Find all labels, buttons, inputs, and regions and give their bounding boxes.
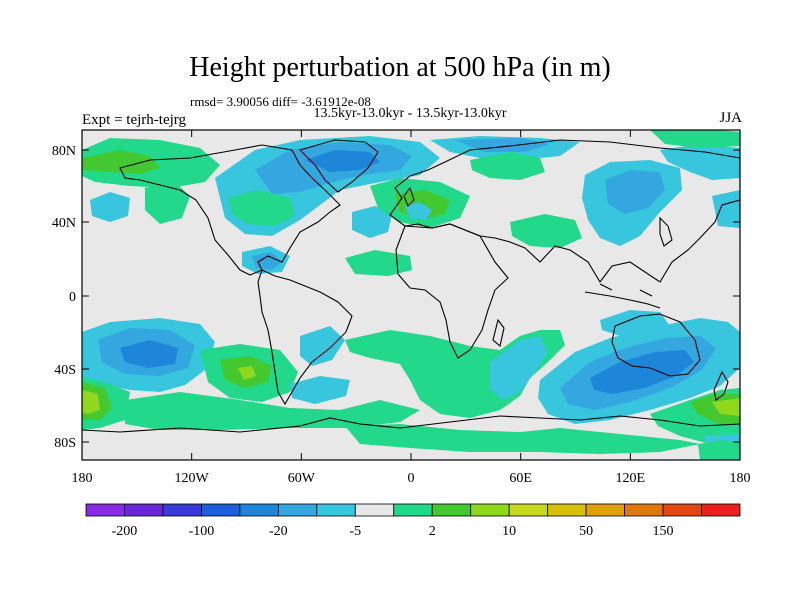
lon-label: 120W — [175, 471, 210, 486]
contour-region — [125, 392, 420, 430]
colorbar-label: -20 — [269, 524, 288, 539]
colorbar-box — [431, 503, 472, 517]
lat-label: 80S — [54, 436, 76, 451]
colorbar-label: -5 — [349, 524, 361, 539]
contour-region — [470, 152, 545, 180]
colorbar-box — [393, 503, 433, 517]
contour-region — [490, 336, 548, 400]
colorbar-box — [201, 503, 241, 517]
contour-region — [660, 144, 740, 180]
coastline-australia — [611, 313, 701, 377]
lon-label: 60W — [288, 471, 316, 486]
coastline-antarctica — [82, 415, 740, 433]
lon-label: 180 — [72, 471, 93, 486]
colorbar-box — [354, 503, 395, 517]
colorbar-box — [585, 503, 625, 517]
lon-label: 120E — [616, 471, 646, 486]
lon-label: 0 — [408, 471, 415, 486]
season-label: JJA — [719, 110, 742, 126]
contour-region — [345, 424, 700, 454]
contour-region — [305, 150, 380, 172]
plot-title: Height perturbation at 500 hPa (in m) — [189, 52, 611, 83]
lat-label: 0 — [69, 290, 76, 305]
contour-region — [352, 206, 392, 238]
contour-region — [300, 326, 345, 366]
colorbar-box — [470, 503, 510, 517]
colorbar-label: 150 — [653, 524, 674, 539]
colorbar-box — [508, 503, 549, 517]
experiment-label: Expt = tejrh-tejrg — [82, 112, 186, 128]
coastline-eurasia — [389, 139, 740, 283]
map-area — [82, 130, 740, 460]
contour-region — [698, 440, 740, 460]
plot-subtitle: 13.5kyr-13.0kyr - 13.5kyr-13.0kyr — [313, 106, 507, 121]
colorbar — [85, 503, 741, 517]
colorbar-box — [316, 503, 356, 517]
axis-ticks — [81, 130, 741, 460]
colorbar-box — [85, 503, 125, 517]
coastline-north-america — [119, 144, 341, 276]
contour-region — [605, 170, 665, 214]
contour-region — [712, 190, 740, 228]
colorbar-box — [624, 503, 664, 517]
coastline-madagascar — [492, 318, 505, 348]
contour-region — [345, 250, 412, 276]
contour-region — [82, 390, 100, 414]
lon-label: 180 — [730, 471, 751, 486]
latitude-labels: 80N 40N 0 40S 80S — [52, 144, 76, 451]
colorbar-label: 2 — [429, 524, 436, 539]
colorbar-label: 50 — [579, 524, 593, 539]
contour-region — [228, 190, 295, 226]
contour-region — [238, 366, 256, 380]
lat-label: 40N — [52, 216, 76, 231]
lat-label: 40S — [54, 363, 76, 378]
contour-region — [600, 310, 670, 336]
contour-region — [120, 340, 178, 368]
contour-region — [510, 214, 582, 248]
contour-region — [82, 150, 160, 174]
longitude-labels: 180 120W 60W 0 60E 120E 180 — [72, 471, 751, 486]
coastlines — [82, 139, 740, 433]
contour-region — [650, 130, 740, 148]
coastline-uk — [403, 186, 415, 207]
colorbar-box — [277, 503, 318, 517]
colorbar-label: -200 — [112, 524, 138, 539]
contour-region — [145, 182, 190, 224]
contour-region — [90, 192, 130, 222]
contour-region — [590, 350, 694, 394]
lon-label: 60E — [509, 471, 532, 486]
colorbar-box — [124, 503, 164, 517]
contour-region — [405, 202, 432, 220]
coastline-indonesia — [584, 283, 661, 309]
colorbar-box — [662, 503, 702, 517]
contour-region — [712, 398, 740, 416]
colorbar-box — [701, 503, 741, 517]
colorbar-label: -100 — [189, 524, 215, 539]
coastline-south-america — [257, 269, 353, 406]
colorbar-box — [547, 503, 587, 517]
lat-label: 80N — [52, 144, 76, 159]
coastline-africa — [395, 223, 509, 359]
statistics-text: rmsd= 3.90056 diff= -3.61912e-08 — [190, 94, 371, 109]
colorbar-box — [239, 503, 279, 517]
coastline-new-zealand — [713, 370, 729, 401]
contour-region — [455, 138, 550, 152]
colorbar-box — [162, 503, 202, 517]
colorbar-label: 10 — [502, 524, 516, 539]
contour-region — [290, 376, 350, 404]
colorbar-labels: -200 -100 -20 -5 2 10 50 150 — [112, 524, 674, 539]
coastline-greenland — [298, 139, 379, 193]
coastline-japan — [659, 216, 673, 247]
